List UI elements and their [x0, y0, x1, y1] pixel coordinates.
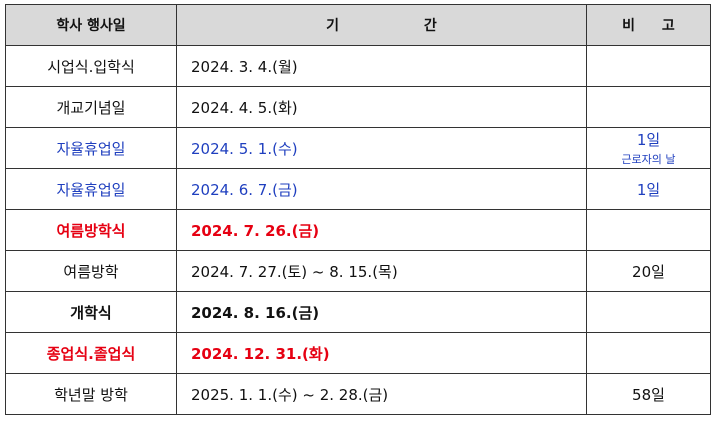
table-row: 종업식.졸업식 2024. 12. 31.(화) — [5, 332, 711, 374]
note-text: 1일 — [636, 131, 661, 149]
header-note: 비 고 — [586, 4, 711, 46]
event-cell: 자율휴업일 — [5, 168, 177, 210]
table-row: 학년말 방학 2025. 1. 1.(수) ~ 2. 28.(금) 58일 — [5, 373, 711, 415]
note-cell — [586, 45, 711, 87]
note-cell — [586, 209, 711, 251]
period-cell: 2024. 6. 7.(금) — [176, 168, 587, 210]
event-cell: 학년말 방학 — [5, 373, 177, 415]
table-row: 여름방학식 2024. 7. 26.(금) — [5, 209, 711, 251]
period-cell: 2025. 1. 1.(수) ~ 2. 28.(금) — [176, 373, 587, 415]
note-text: 1일 — [636, 180, 661, 199]
event-cell: 자율휴업일 — [5, 127, 177, 169]
table-row: 시업식.입학식 2024. 3. 4.(월) — [5, 45, 711, 87]
period-cell: 2024. 8. 16.(금) — [176, 291, 587, 333]
event-cell: 종업식.졸업식 — [5, 332, 177, 374]
note-cell: 58일 — [586, 373, 711, 415]
table-header-row: 학사 행사일 기 간 비 고 — [5, 4, 711, 46]
table-row: 자율휴업일 2024. 6. 7.(금) 1일 — [5, 168, 711, 210]
note-text: 20일 — [632, 262, 665, 281]
header-event: 학사 행사일 — [5, 4, 177, 46]
table-row: 자율휴업일 2024. 5. 1.(수) 1일 근로자의 날 — [5, 127, 711, 169]
table-row: 여름방학 2024. 7. 27.(토) ~ 8. 15.(목) 20일 — [5, 250, 711, 292]
period-cell: 2024. 7. 27.(토) ~ 8. 15.(목) — [176, 250, 587, 292]
note-cell — [586, 86, 711, 128]
event-cell: 여름방학식 — [5, 209, 177, 251]
period-cell: 2024. 5. 1.(수) — [176, 127, 587, 169]
note-subtext: 근로자의 날 — [621, 153, 676, 166]
table-row: 개학식 2024. 8. 16.(금) — [5, 291, 711, 333]
event-cell: 시업식.입학식 — [5, 45, 177, 87]
note-text: 58일 — [632, 385, 665, 404]
academic-schedule-table: 학사 행사일 기 간 비 고 시업식.입학식 2024. 3. 4.(월) 개교기념… — [5, 4, 711, 415]
event-cell: 개학식 — [5, 291, 177, 333]
note-cell: 1일 — [586, 168, 711, 210]
note-cell — [586, 332, 711, 374]
event-cell: 여름방학 — [5, 250, 177, 292]
table-row: 개교기념일 2024. 4. 5.(화) — [5, 86, 711, 128]
note-cell — [586, 291, 711, 333]
period-cell: 2024. 12. 31.(화) — [176, 332, 587, 374]
period-cell: 2024. 4. 5.(화) — [176, 86, 587, 128]
period-cell: 2024. 7. 26.(금) — [176, 209, 587, 251]
event-cell: 개교기념일 — [5, 86, 177, 128]
note-cell: 20일 — [586, 250, 711, 292]
header-period: 기 간 — [176, 4, 587, 46]
period-cell: 2024. 3. 4.(월) — [176, 45, 587, 87]
